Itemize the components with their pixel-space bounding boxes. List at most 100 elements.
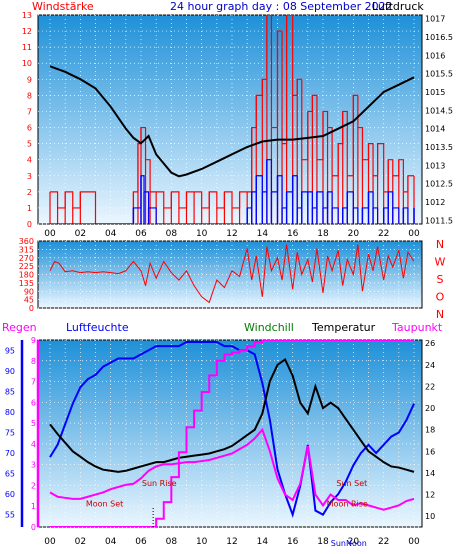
wind-tick-label: 4 <box>27 156 32 165</box>
humidity-tick-label: 55 <box>5 511 15 520</box>
direction-tick-label: 180 <box>19 271 34 280</box>
rain-tick-label: 2 <box>31 481 36 490</box>
wind-tick-label: 8 <box>27 91 32 100</box>
rain-tick-label: 8 <box>31 357 36 366</box>
humidity-axis-title: Luftfeuchte <box>66 321 129 334</box>
wind-direction-line <box>49 244 415 304</box>
rain-line <box>50 340 414 527</box>
x-tick-label: 14 <box>257 537 269 547</box>
wind-tick-label: 1 <box>27 204 32 213</box>
humidity-tick-label: 90 <box>5 367 15 376</box>
x-tick-label: 14 <box>257 229 269 239</box>
pressure-tick-label: 1013 <box>425 161 445 170</box>
pressure-axis-title: Luftdruck <box>372 0 424 13</box>
rain-tick-label: 6 <box>31 398 36 407</box>
rain-tick-label: 0 <box>31 523 36 532</box>
solar-noon-marker: SunNoon <box>331 539 367 548</box>
x-tick-label: 12 <box>226 229 237 239</box>
humidity-line <box>49 341 415 518</box>
celestial-annotation: Sun Set <box>336 479 367 488</box>
wind-avg-line <box>50 159 415 224</box>
pressure-tick-label: 1016.5 <box>425 33 453 42</box>
pressure-tick-label: 1012.5 <box>425 180 453 189</box>
direction-tick-label: 360 <box>19 237 34 246</box>
humidity-tick-label: 65 <box>5 470 15 479</box>
temperature-tick-label: 22 <box>425 382 435 391</box>
x-tick-label: 06 <box>135 229 147 239</box>
x-tick-label: 04 <box>105 537 117 547</box>
temperature-tick-label: 12 <box>425 491 435 500</box>
pressure-tick-label: 1016 <box>425 51 445 60</box>
wind-tick-label: 2 <box>27 188 32 197</box>
x-tick-label: 22 <box>378 229 389 239</box>
direction-tick-label: 0 <box>29 304 34 313</box>
pressure-tick-label: 1012 <box>425 198 445 207</box>
x-tick-label: 10 <box>196 229 208 239</box>
compass-label: N <box>436 308 444 321</box>
wind-tick-label: 13 <box>22 11 32 20</box>
wind-tick-label: 6 <box>27 124 32 133</box>
direction-tick-label: 315 <box>19 245 34 254</box>
temperature-tick-label: 14 <box>425 469 435 478</box>
compass-label: N <box>436 238 444 251</box>
wind-tick-label: 9 <box>27 75 32 84</box>
x-tick-label: 00 <box>44 537 56 547</box>
x-tick-label: 02 <box>75 537 86 547</box>
x-tick-label: 02 <box>75 229 86 239</box>
temperature-tick-label: 10 <box>425 512 435 521</box>
celestial-annotation: Moon Set <box>86 499 123 508</box>
dewpoint-legend: Taupunkt <box>391 321 443 334</box>
direction-tick-label: 135 <box>19 279 34 288</box>
humidity-tick-label: 80 <box>5 408 15 417</box>
pressure-tick-label: 1017 <box>425 15 445 24</box>
rain-tick-label: 1 <box>31 502 36 511</box>
direction-tick-label: 225 <box>19 262 34 271</box>
wind-tick-label: 10 <box>22 59 32 68</box>
rain-axis-title: Regen <box>2 321 37 334</box>
windchill-legend: Windchill <box>244 321 294 334</box>
compass-label: O <box>436 291 445 304</box>
celestial-annotation: Moon Rise <box>327 499 368 508</box>
x-tick-label: 22 <box>378 537 389 547</box>
wind-tick-label: 3 <box>27 172 32 181</box>
x-tick-label: 00 <box>44 229 56 239</box>
temperature-legend: Temperatur <box>311 321 376 334</box>
humidity-tick-label: 75 <box>5 428 15 437</box>
x-tick-label: 12 <box>226 537 237 547</box>
rain-tick-label: 5 <box>31 419 36 428</box>
pressure-tick-label: 1014 <box>425 125 445 134</box>
wind-tick-label: 5 <box>27 140 32 149</box>
x-tick-label: 20 <box>348 229 360 239</box>
compass-label: W <box>435 256 446 269</box>
x-tick-label: 18 <box>317 537 329 547</box>
x-tick-label: 10 <box>196 537 208 547</box>
x-tick-label: 06 <box>135 537 147 547</box>
pressure-tick-label: 1014.5 <box>425 106 453 115</box>
wind-tick-label: 0 <box>27 220 32 229</box>
pressure-tick-label: 1015.5 <box>425 70 453 79</box>
x-tick-label: 00 <box>408 229 420 239</box>
rain-tick-label: 9 <box>31 336 36 345</box>
pressure-tick-label: 1015 <box>425 88 445 97</box>
compass-label: S <box>437 273 444 286</box>
rain-tick-label: 4 <box>31 440 36 449</box>
rain-tick-label: 3 <box>31 461 36 470</box>
chart-title: 24 hour graph day : 08 September 2022 <box>170 0 393 13</box>
humidity-tick-label: 70 <box>5 449 15 458</box>
x-tick-label: 16 <box>287 537 299 547</box>
pressure-line <box>49 65 415 178</box>
x-tick-label: 04 <box>105 229 117 239</box>
x-tick-label: 16 <box>287 229 299 239</box>
x-tick-label: 20 <box>348 537 360 547</box>
direction-tick-label: 45 <box>24 296 34 305</box>
temperature-tick-label: 18 <box>425 426 435 435</box>
temperature-tick-label: 26 <box>425 339 435 348</box>
wind-gust-line <box>50 15 414 224</box>
temperature-line <box>49 357 415 473</box>
direction-tick-label: 270 <box>19 254 34 263</box>
humidity-tick-label: 95 <box>5 346 15 355</box>
wind-tick-label: 11 <box>22 43 32 52</box>
wind-tick-label: 7 <box>27 107 32 116</box>
